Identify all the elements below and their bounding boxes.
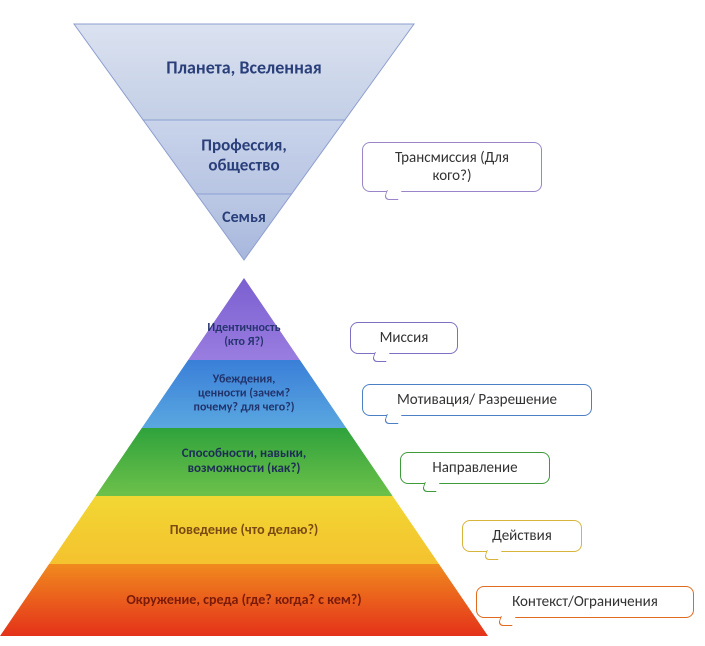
inv-band-profession <box>143 120 345 194</box>
callout-motivation: Мотивация/ Разрешение <box>362 384 592 416</box>
callout-context: Контекст/Ограничения <box>476 586 694 618</box>
callout-mission: Миссия <box>350 322 458 354</box>
inv-band-family <box>196 194 291 260</box>
callout-transmission: Трансмиссия (Для кого?) <box>362 142 542 192</box>
up-band-beliefs <box>142 360 346 428</box>
diagram-stage: Планета, ВселеннаяПрофессия, обществоСем… <box>0 0 705 641</box>
callout-direction: Направление <box>400 452 550 484</box>
up-band-abilities <box>95 428 392 496</box>
up-band-environment <box>0 564 488 636</box>
up-band-identity <box>188 278 300 360</box>
up-band-behavior <box>49 496 439 564</box>
callout-actions: Действия <box>462 520 582 552</box>
inv-band-planet <box>74 24 414 120</box>
pyramid-svg <box>0 0 705 641</box>
